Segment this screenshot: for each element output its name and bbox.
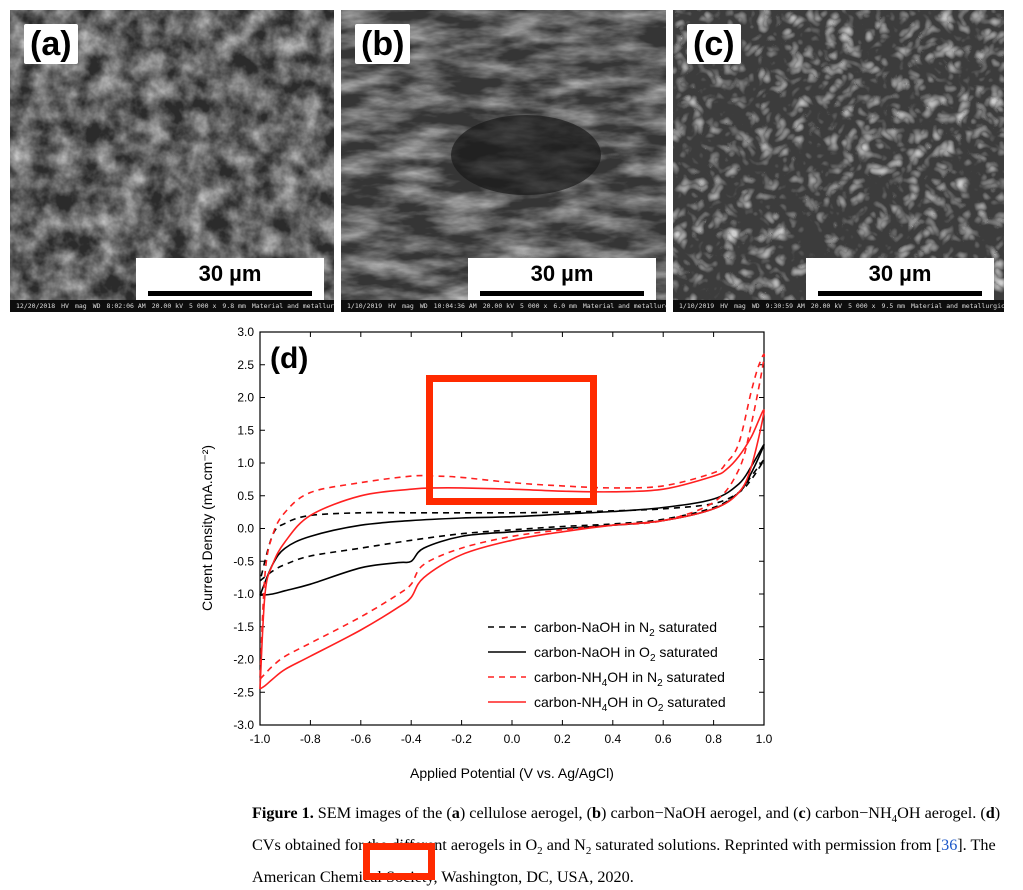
sem-hv-label: HV — [61, 302, 69, 310]
x-tick-label: 0.8 — [705, 732, 722, 746]
cv-series-1 — [259, 458, 765, 582]
panel-label-a: (a) — [24, 24, 78, 64]
legend-item: carbon-NaOH in N2 saturated — [488, 619, 717, 639]
sem-wd-value: 9.8 mm — [222, 302, 246, 310]
panel-label-c: (c) — [687, 24, 741, 64]
sem-hv-label: HV — [720, 302, 729, 310]
sem-wd-label: WD — [92, 302, 101, 310]
legend-label: carbon-NH4OH in O2 saturated — [534, 694, 726, 714]
highlight-box-chart — [426, 375, 597, 505]
legend-label: carbon-NaOH in O2 saturated — [534, 644, 718, 664]
scale-label-a: 30 µm — [198, 261, 262, 286]
scale-line-b — [480, 291, 644, 296]
sem-lab: Material and metallurgical Eng Dept ITS — [910, 302, 1004, 310]
axis-ticks: -1.0 -0.8 -0.6 -0.4 -0.2 0.0 0.2 0.4 0.6 0.8 1.0 3.… — [233, 325, 772, 746]
sem-hv-value: 20.00 kV — [151, 302, 183, 310]
panel-label-b: (b) — [355, 24, 411, 64]
sem-date: 1/10/2019 — [347, 302, 383, 310]
sem-image-a: (a) 30 µm 12/20/2018 HV mag WD 8:02:06 AM 20.… — [10, 10, 334, 312]
sem-hv-label: HV — [388, 302, 397, 310]
sem-lab: Material and metallurgical Eng Dept ITS — [582, 302, 666, 310]
sem-wd-value: 6.0 mm — [553, 302, 577, 310]
y-tick-label: -3.0 — [233, 718, 254, 732]
x-tick-label: -0.6 — [350, 732, 371, 746]
sem-mag-value: 5 000 x — [520, 302, 548, 310]
y-tick-label: -2.5 — [233, 685, 254, 699]
sem-wd-value: 9.5 mm — [881, 302, 905, 310]
legend-label: carbon-NH4OH in N2 saturated — [534, 669, 725, 689]
x-tick-label: 1.0 — [756, 732, 773, 746]
sem-date: 1/10/2019 — [679, 302, 715, 310]
sem-mag-label: mag — [734, 302, 746, 310]
sem-databar-c: 1/10/2019 HV mag WD 9:30:59 AM 20.00 kV 5 000 … — [673, 300, 1004, 312]
legend: carbon-NaOH in N2 saturated carbon-NaOH … — [488, 619, 726, 714]
scale-bar-b: 30 µm — [468, 258, 656, 302]
sem-wd-label: WD — [419, 302, 428, 310]
x-tick-label: -0.8 — [300, 732, 321, 746]
sem-mag-value: 5 000 x — [189, 302, 217, 310]
sem-mag-value: 5 000 x — [848, 302, 876, 310]
sem-wd-label: WD — [751, 302, 760, 310]
x-axis-label: Applied Potential (V vs. Ag/AgCl) — [410, 765, 614, 781]
scale-bar-a: 30 µm — [136, 258, 324, 302]
x-tick-label: 0.4 — [604, 732, 621, 746]
cv-chart: (d) -1.0 -0.8 -0.6 -0.4 -0.2 0.0 0.2 0.4 0.6 0.8 1… — [199, 325, 773, 781]
cv-curves — [259, 353, 766, 690]
cv-series-4 — [259, 409, 765, 690]
x-tick-label: 0.2 — [554, 732, 571, 746]
x-tick-label: -0.2 — [451, 732, 472, 746]
sem-hv-value: 20.00 kV — [482, 302, 514, 310]
sem-databar-a: 12/20/2018 HV mag WD 8:02:06 AM 20.00 kV 5 000… — [10, 300, 334, 312]
y-tick-label: 2.5 — [237, 358, 254, 372]
sem-time: 8:02:06 AM — [106, 302, 146, 310]
y-tick-label: -1.5 — [233, 620, 254, 634]
y-tick-label: 2.0 — [237, 391, 254, 405]
sem-image-b: (b) 30 µm 1/10/2019 HV mag WD 10:04:36 AM 20.… — [341, 10, 666, 312]
scale-label-b: 30 µm — [530, 261, 594, 286]
scale-label-c: 30 µm — [868, 261, 932, 286]
sem-date: 12/20/2018 — [16, 302, 56, 310]
highlight-box-reference — [363, 843, 435, 880]
x-tick-label: -1.0 — [250, 732, 271, 746]
y-tick-label: -1.0 — [233, 587, 254, 601]
x-tick-label: -0.4 — [401, 732, 422, 746]
y-tick-label: 1.0 — [237, 456, 254, 470]
caption-label: Figure 1. — [252, 804, 314, 822]
y-tick-label: 1.5 — [237, 423, 254, 437]
sem-hv-value: 20.00 kV — [810, 302, 843, 310]
sem-image-c: (c) 30 µm 1/10/2019 HV mag WD 9:30:59 AM 20.0… — [673, 10, 1004, 312]
y-tick-label: 0.5 — [237, 489, 254, 503]
reference-link[interactable]: 36 — [941, 836, 958, 855]
y-tick-label: -2.0 — [233, 653, 254, 667]
scale-line-c — [818, 291, 982, 296]
panel-label-d: (d) — [270, 342, 308, 375]
y-tick-label: -0.5 — [233, 554, 254, 568]
sem-lab: Material and metallurgical Eng Dept ITS — [251, 302, 334, 310]
sem-time: 10:04:36 AM — [433, 302, 477, 310]
legend-item: carbon-NH4OH in O2 saturated — [488, 694, 726, 714]
y-tick-label: 0.0 — [237, 522, 254, 536]
x-tick-label: 0.0 — [504, 732, 521, 746]
legend-item: carbon-NaOH in O2 saturated — [488, 644, 718, 664]
scale-bar-c: 30 µm — [806, 258, 994, 302]
sem-mag-label: mag — [74, 302, 87, 310]
y-axis-label: Current Density (mA.cm⁻²) — [199, 445, 215, 611]
legend-label: carbon-NaOH in N2 saturated — [534, 619, 717, 639]
legend-item: carbon-NH4OH in N2 saturated — [488, 669, 725, 689]
sem-mag-label: mag — [402, 302, 414, 310]
sem-time: 9:30:59 AM — [765, 302, 805, 310]
y-tick-label: 3.0 — [237, 325, 254, 339]
scale-line-a — [148, 291, 312, 296]
x-tick-label: 0.6 — [655, 732, 672, 746]
cv-series-2 — [259, 443, 765, 597]
sem-databar-b: 1/10/2019 HV mag WD 10:04:36 AM 20.00 kV 5 000… — [341, 300, 666, 312]
